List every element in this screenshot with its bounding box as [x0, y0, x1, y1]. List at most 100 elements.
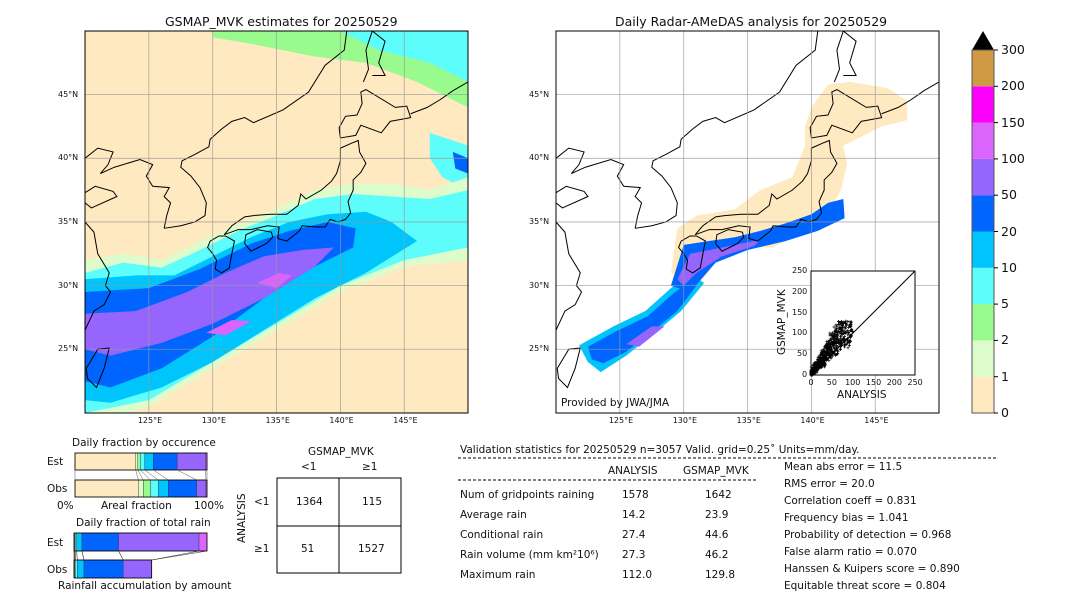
- scatter-point: [845, 322, 849, 326]
- score-line: Equitable threat score = 0.804: [784, 580, 946, 592]
- scatter-point: [847, 343, 851, 347]
- lat-label: 35°N: [529, 216, 550, 226]
- cont-col-title: GSMAP_MVK: [308, 446, 374, 458]
- scatter-point: [846, 346, 850, 350]
- lat-label: 45°N: [529, 89, 550, 99]
- scatter-point: [836, 349, 840, 353]
- scatter-point: [823, 355, 827, 359]
- rain-est-bar-segment: [81, 532, 119, 552]
- scatter-point: [838, 345, 842, 349]
- occ-est-bar-segment: [153, 452, 178, 471]
- scatter-point: [847, 340, 851, 344]
- occ-connector: [144, 469, 159, 481]
- scatter-point: [840, 320, 844, 324]
- scatter-point: [837, 341, 841, 345]
- stats-row-analysis: 27.4: [622, 529, 646, 541]
- scatter-point: [834, 348, 838, 352]
- scatter-point: [847, 325, 851, 329]
- rain-est-bar-segment: [118, 532, 200, 552]
- scatter-point: [830, 340, 834, 344]
- scatter-point: [848, 320, 852, 324]
- scatter-point: [831, 335, 835, 339]
- stats-row-gsmap: 1642: [705, 489, 732, 501]
- coastline-honshu: [694, 139, 838, 242]
- coastline-korea_east: [635, 31, 819, 229]
- coastline-kyushu: [207, 235, 235, 274]
- scatter-point: [834, 330, 838, 334]
- stats-row-label: Conditional rain: [460, 529, 544, 541]
- scatter-point: [840, 324, 844, 328]
- scatter-y-tick: 100: [792, 328, 808, 338]
- rain-obs-bar-segment: [83, 559, 124, 579]
- coastline-korea_west: [85, 147, 172, 229]
- rain-connector: [76, 550, 78, 561]
- stats-row-analysis: 27.3: [622, 549, 646, 561]
- scatter-point: [849, 327, 853, 331]
- scatter-x-tick: 0: [808, 378, 814, 387]
- lon-label: 140°E: [329, 416, 354, 425]
- scatter-point: [838, 321, 842, 325]
- rain-obs-bar-segment: [77, 559, 85, 579]
- right-map-title: Daily Radar-AMeDAS analysis for 20250529: [615, 14, 888, 29]
- score-line: False alarm ratio = 0.070: [784, 546, 917, 558]
- occ-obs-bar-segment: [143, 479, 151, 498]
- stats-row-label: Num of gridpoints raining: [460, 489, 595, 501]
- scatter-x-tick: 200: [886, 378, 902, 387]
- occ-x-right: 100%: [194, 500, 225, 512]
- lon-label: 125°E: [137, 416, 163, 425]
- cont-cell-false-alarm: 115: [362, 496, 383, 508]
- occ-connector: [177, 469, 197, 481]
- scatter-point: [842, 329, 846, 333]
- scatter-point: [816, 366, 820, 370]
- scatter-point: [834, 345, 838, 349]
- cont-cell-hit: 1527: [358, 543, 385, 555]
- occ-obs-bar-segment: [150, 479, 159, 498]
- scatter-point: [839, 348, 843, 352]
- cont-row-title: ANALYSIS: [236, 493, 248, 543]
- occ-obs-label: Obs: [47, 483, 68, 495]
- lat-label: 40°N: [529, 153, 550, 163]
- cont-col-ge1: ≥1: [362, 461, 378, 473]
- scatter-point: [825, 347, 829, 351]
- occ-est-bar-segment: [137, 452, 141, 471]
- stats-header-gsmap: GSMAP_MVK: [683, 465, 749, 477]
- occ-obs-bar-segment: [74, 479, 139, 498]
- scatter-point: [832, 344, 836, 348]
- occ-est-bar-segment: [74, 452, 136, 471]
- colorbar-segment: [972, 86, 994, 123]
- scatter-xlabel: ANALYSIS: [837, 389, 887, 401]
- total-rain-title: Daily fraction of total rain: [76, 517, 211, 529]
- scatter-point: [838, 334, 842, 338]
- scatter-point: [838, 331, 842, 335]
- stats-row-gsmap: 46.2: [705, 549, 729, 561]
- rain-area-pink: [257, 272, 292, 289]
- occ-est-label: Est: [47, 456, 64, 468]
- coastline-hokkaido: [809, 88, 883, 139]
- score-line: Hanssen & Kuipers score = 0.890: [784, 563, 960, 575]
- scatter-x-tick: 100: [845, 378, 861, 387]
- lon-label: 140°E: [800, 416, 825, 425]
- scatter-point: [828, 354, 832, 358]
- scatter-point: [814, 364, 818, 368]
- lon-label: 145°E: [393, 416, 418, 425]
- coastline-hokkaido: [338, 88, 412, 139]
- colorbar-extend-arrow: [972, 31, 994, 50]
- colorbar-segment: [972, 304, 994, 341]
- occ-est-bar-frame: [74, 452, 208, 471]
- scatter-y-tick: 200: [792, 286, 808, 296]
- scatter-point: [831, 331, 835, 335]
- rain-area-east-blue: [452, 151, 468, 174]
- rain-footer: Rainfall accumulation by amount: [58, 580, 232, 592]
- scatter-point: [840, 328, 844, 332]
- scatter-point: [843, 345, 847, 349]
- occ-obs-bar-segment: [158, 479, 169, 498]
- scatter-point: [828, 346, 832, 349]
- scatter-point: [842, 320, 846, 324]
- lat-label: 40°N: [58, 153, 79, 163]
- scatter-point: [826, 352, 830, 356]
- scatter-point: [845, 337, 849, 341]
- occ-est-bar-segment: [135, 452, 138, 471]
- scatter-point: [843, 342, 847, 346]
- coastline-shikoku: [244, 229, 274, 252]
- credit-text: Provided by JWA/JMA: [561, 397, 670, 409]
